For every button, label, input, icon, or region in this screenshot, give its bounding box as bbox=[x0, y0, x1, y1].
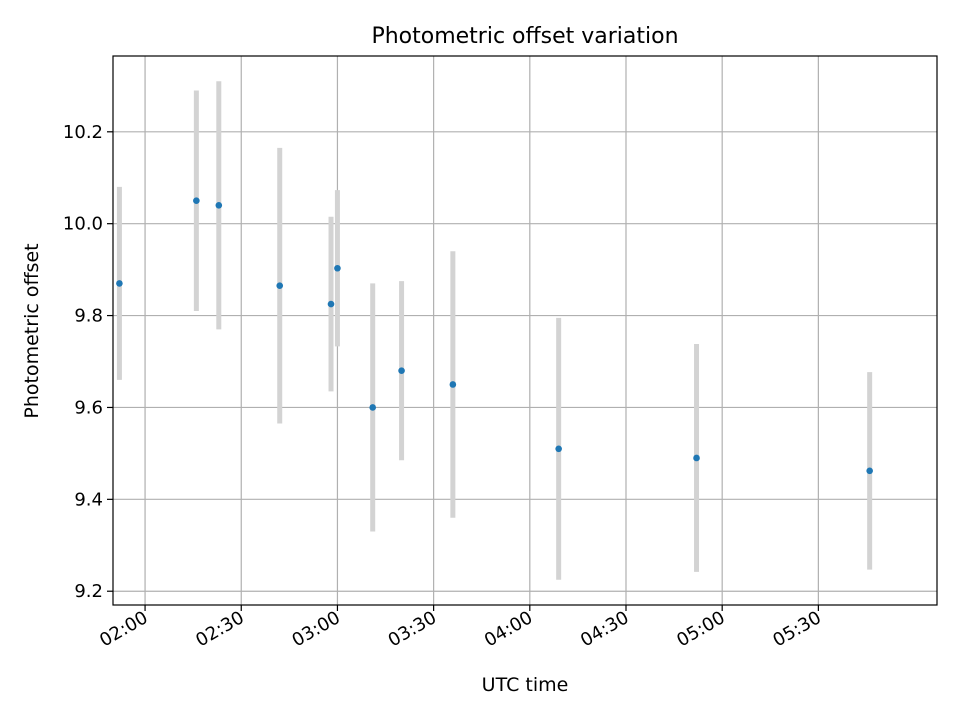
data-point bbox=[215, 202, 223, 209]
x-tick-label: 04:00 bbox=[481, 607, 536, 651]
y-tick-label: 9.6 bbox=[74, 397, 103, 418]
y-tick-label: 10.0 bbox=[63, 214, 103, 235]
data-point bbox=[369, 404, 377, 411]
data-point bbox=[398, 367, 405, 374]
y-axis-label: Photometric offset bbox=[21, 243, 43, 418]
data-point bbox=[116, 280, 123, 287]
y-tick-label: 9.2 bbox=[74, 581, 103, 602]
y-tick-label: 10.2 bbox=[63, 122, 103, 143]
chart-title: Photometric offset variation bbox=[371, 24, 678, 49]
data-point bbox=[193, 197, 200, 205]
grid-layer bbox=[113, 56, 937, 605]
x-axis-label: UTC time bbox=[482, 674, 569, 696]
point-layer bbox=[116, 197, 873, 475]
data-point bbox=[334, 264, 341, 272]
x-tick-label: 05:00 bbox=[673, 607, 728, 651]
data-point bbox=[693, 454, 700, 462]
x-tick-label: 03:30 bbox=[385, 607, 440, 651]
plot-frame bbox=[112, 55, 938, 606]
data-point bbox=[327, 300, 335, 308]
x-tick-label: 05:30 bbox=[769, 607, 824, 651]
x-tick-label: 03:00 bbox=[289, 607, 344, 651]
data-point bbox=[276, 282, 284, 290]
y-tick-label: 9.8 bbox=[74, 306, 103, 327]
data-point bbox=[866, 467, 873, 475]
x-tick-label: 02:00 bbox=[96, 607, 151, 651]
x-tick-label: 04:30 bbox=[577, 607, 632, 651]
errorbar-layer bbox=[116, 81, 873, 580]
x-tick-label: 02:30 bbox=[192, 607, 247, 651]
y-tick-label: 9.4 bbox=[74, 489, 103, 510]
data-point bbox=[555, 445, 562, 453]
tick-layer: 02:00 02:30 03:00 03:30 04:00 04:30 05:00 05:30… bbox=[63, 122, 825, 651]
data-point bbox=[449, 381, 457, 388]
